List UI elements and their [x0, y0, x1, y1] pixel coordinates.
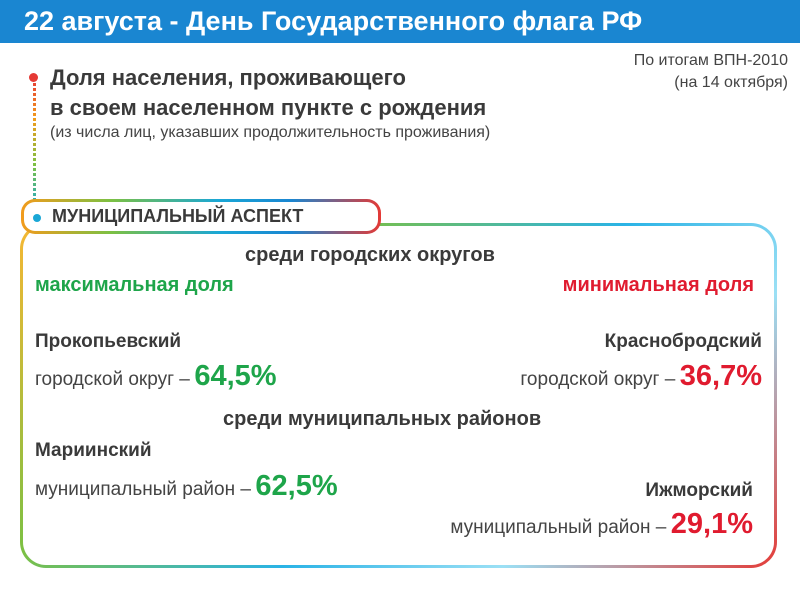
source-line-2: (на 14 октября): [674, 74, 788, 91]
urban-min-type: городской округ –: [520, 369, 676, 390]
content-frame: [20, 223, 777, 568]
urban-min-row: городской округ – 36,7%: [520, 360, 762, 393]
heading-line-2: в своем населенном пункте с рождения: [50, 95, 487, 120]
aspect-label: МУНИЦИПАЛЬНЫЙ АСПЕКТ: [52, 206, 304, 226]
district-max-name: Мариинский: [35, 440, 152, 461]
heading-subtitle: (из числа лиц, указавших продолжительнос…: [50, 124, 491, 141]
heading-line-1: Доля населения, проживающего: [50, 65, 406, 90]
district-max-value: 62,5%: [255, 470, 338, 502]
min-share-label: минимальная доля: [562, 274, 754, 296]
urban-max-name: Прокопьевский: [35, 331, 182, 352]
urban-min-value: 36,7%: [679, 360, 762, 392]
aspect-tab: МУНИЦИПАЛЬНЫЙ АСПЕКТ: [21, 199, 381, 234]
urban-max-type: городской округ –: [35, 369, 190, 390]
aspect-bullet-icon: [33, 214, 41, 222]
district-max-row: муниципальный район – 62,5%: [35, 470, 338, 503]
page-title-banner: 22 августа - День Государственного флага…: [0, 0, 800, 43]
dotted-connector: [33, 78, 36, 212]
urban-max-value: 64,5%: [194, 360, 277, 392]
district-min-type: муниципальный район –: [450, 517, 667, 538]
districts-section-title: среди муниципальных районов: [223, 408, 542, 430]
page-title: 22 августа - День Государственного флага…: [24, 6, 643, 36]
heading-bullet-icon: [29, 73, 38, 82]
urban-section-title: среди городских округов: [245, 244, 495, 266]
source-line-1: По итогам ВПН-2010: [633, 52, 788, 69]
district-max-type: муниципальный район –: [35, 479, 251, 500]
district-min-name: Ижморский: [645, 480, 753, 501]
max-share-label: максимальная доля: [35, 274, 234, 296]
heading: Доля населения, проживающего в своем нас…: [50, 63, 486, 123]
district-min-row: муниципальный район – 29,1%: [450, 508, 753, 541]
urban-min-name: Краснобродский: [604, 331, 762, 352]
source-note: По итогам ВПН-2010 (на 14 октября): [634, 50, 788, 94]
urban-max-row: городской округ – 64,5%: [35, 360, 277, 393]
district-min-value: 29,1%: [670, 508, 753, 540]
